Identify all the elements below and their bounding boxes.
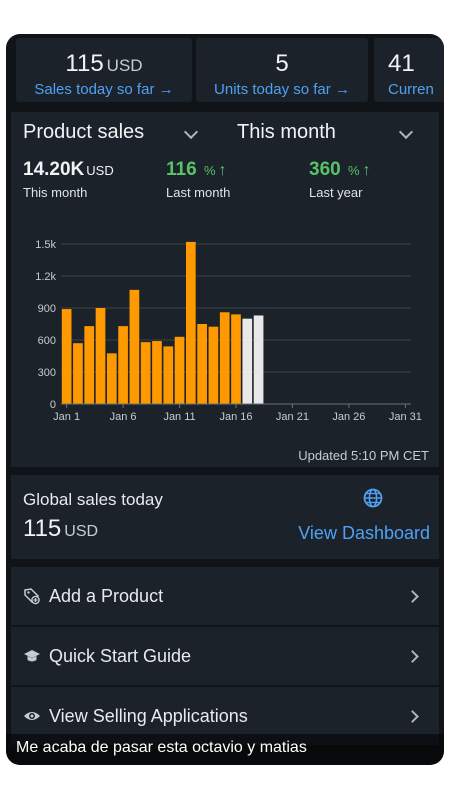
global-sales-panel: Global sales today 115 USD View Dashboard — [11, 475, 439, 559]
sales-bar — [118, 326, 128, 404]
y-tick-label: 0 — [50, 399, 56, 411]
sales-bar — [197, 324, 207, 404]
product-sales-dropdown[interactable]: Product sales — [23, 121, 145, 143]
sales-bar — [208, 326, 219, 404]
x-tick-label: Jan 11 — [163, 411, 195, 423]
chevron-down-icon[interactable] — [183, 124, 199, 140]
estimated-bar — [253, 315, 264, 404]
sales-bar — [219, 312, 230, 404]
global-sales-title: Global sales today — [23, 490, 163, 509]
app-screen: 115 USD Sales today so far → 5 Units toda… — [6, 34, 444, 765]
view-dashboard-link[interactable]: View Dashboard — [298, 523, 430, 543]
x-tick-label: Jan 26 — [332, 411, 365, 423]
metric-last-year-value: 360 % ↑ — [309, 159, 371, 180]
sales-bar — [61, 309, 72, 404]
menu-label: View Selling Applications — [49, 706, 248, 726]
sales-bar — [174, 336, 185, 404]
sales-bar — [106, 353, 117, 404]
arrow-right-icon: → — [334, 81, 350, 98]
product-sales-panel: Product sales This month 14.20K USD This … — [11, 112, 439, 467]
units-today-link[interactable]: Units today so far → — [214, 81, 350, 98]
sales-bar — [163, 346, 174, 404]
chevron-down-icon[interactable] — [398, 124, 414, 140]
sales-bar — [84, 326, 95, 404]
arrow-up-icon: ↑ — [362, 162, 371, 179]
chevron-right-icon — [406, 650, 419, 663]
metric-this-month-value: 14.20K USD — [23, 159, 114, 180]
x-tick-label: Jan 6 — [110, 411, 137, 423]
stat-card-current[interactable]: 41 Curren — [374, 38, 444, 102]
sales-bar — [95, 308, 106, 404]
y-tick-label: 900 — [38, 303, 56, 315]
stat-value: 41 — [388, 50, 415, 77]
chevron-right-icon — [406, 590, 419, 603]
metric-last-month-value: 116 % ↑ — [166, 159, 227, 180]
sales-today-link[interactable]: Sales today so far → — [34, 81, 174, 98]
stat-value: 5 — [275, 50, 289, 77]
sales-bar — [140, 342, 151, 404]
sales-bar — [73, 343, 83, 404]
sales-bar — [185, 241, 196, 404]
metric-last-year-label: Last year — [309, 185, 363, 200]
metric-last-month-label: Last month — [166, 185, 231, 200]
sales-bar — [152, 341, 162, 404]
updated-timestamp: Updated 5:10 PM CET — [298, 448, 429, 463]
estimated-bar — [242, 318, 253, 404]
x-tick-label: Jan 21 — [276, 411, 309, 423]
sales-bar-chart: 0 300 600 900 1.2k 1.5k Jan 1 Jan 6 Jan 11 Jan 16… — [35, 239, 422, 423]
globe-icon[interactable] — [363, 488, 383, 508]
eye-icon — [24, 712, 40, 720]
global-sales-value: 115 USD — [23, 515, 99, 542]
menu-item-quick-start-guide[interactable]: Quick Start Guide — [11, 627, 439, 685]
tag-add-icon — [24, 588, 40, 605]
stat-value: 115 USD — [65, 50, 143, 77]
y-tick-label: 600 — [38, 335, 56, 347]
y-tick-label: 1.5k — [35, 239, 56, 251]
chevron-right-icon — [406, 710, 419, 723]
menu-label: Add a Product — [49, 586, 164, 606]
arrow-up-icon: ↑ — [218, 162, 227, 179]
x-tick-label: Jan 1 — [53, 411, 80, 423]
stat-card-units-today[interactable]: 5 Units today so far → — [196, 38, 368, 102]
current-link[interactable]: Curren — [388, 81, 434, 98]
y-tick-label: 300 — [38, 367, 56, 379]
arrow-right-icon: → — [158, 81, 174, 98]
menu-item-add-product[interactable]: Add a Product — [11, 567, 439, 625]
period-dropdown[interactable]: This month — [237, 121, 336, 143]
x-tick-label: Jan 31 — [389, 411, 422, 423]
y-tick-label: 1.2k — [35, 271, 56, 283]
video-caption: Me acaba de pasar esta octavio y matias — [6, 734, 444, 765]
metric-this-month-label: This month — [23, 185, 88, 200]
menu-label: Quick Start Guide — [49, 646, 192, 666]
stat-card-sales-today[interactable]: 115 USD Sales today so far → — [16, 38, 192, 102]
sales-bar — [231, 314, 241, 404]
graduation-cap-icon — [24, 650, 40, 662]
sales-bar — [129, 289, 140, 404]
x-tick-label: Jan 16 — [219, 411, 252, 423]
